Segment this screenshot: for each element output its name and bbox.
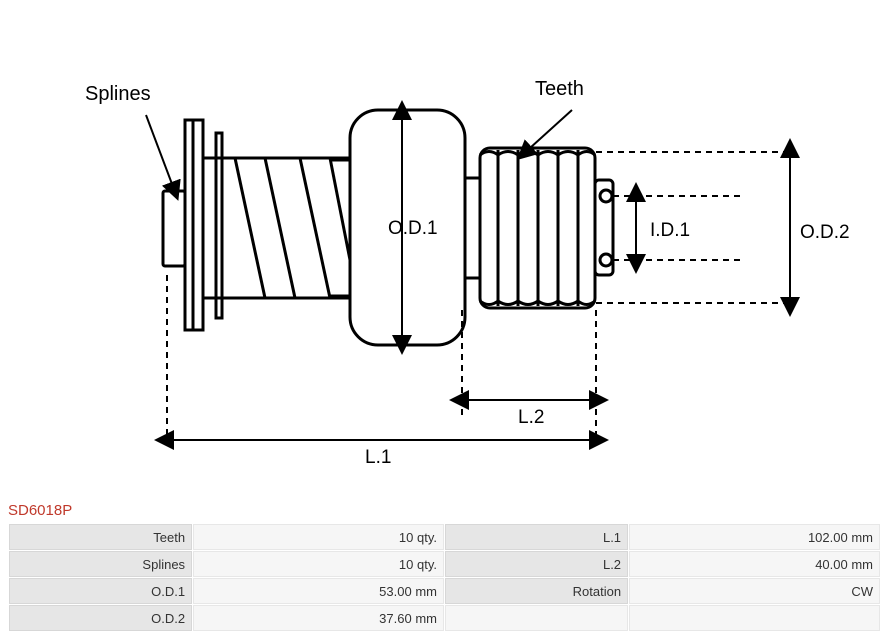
table-row: O.D.2 37.60 mm: [9, 605, 880, 631]
label-od2: O.D.2: [800, 222, 850, 243]
label-teeth: Teeth: [535, 78, 584, 100]
spec-value: 10 qty.: [193, 524, 444, 550]
table-row: O.D.1 53.00 mm Rotation CW: [9, 578, 880, 604]
spec-label: Splines: [9, 551, 192, 577]
part-code: SD6018P: [8, 502, 72, 519]
spec-value: 53.00 mm: [193, 578, 444, 604]
spec-value: 40.00 mm: [629, 551, 880, 577]
label-od1: O.D.1: [388, 218, 438, 239]
spec-label: Rotation: [445, 578, 628, 604]
spec-value: CW: [629, 578, 880, 604]
spec-value: 102.00 mm: [629, 524, 880, 550]
spec-value: 37.60 mm: [193, 605, 444, 631]
spec-value: [629, 605, 880, 631]
label-splines: Splines: [85, 83, 151, 105]
table-row: Teeth 10 qty. L.1 102.00 mm: [9, 524, 880, 550]
spec-label: O.D.2: [9, 605, 192, 631]
specs-table: Teeth 10 qty. L.1 102.00 mm Splines 10 q…: [8, 523, 881, 632]
label-l1: L.1: [365, 447, 391, 468]
spec-label: Teeth: [9, 524, 192, 550]
spec-label: L.1: [445, 524, 628, 550]
spec-value: 10 qty.: [193, 551, 444, 577]
spec-label: [445, 605, 628, 631]
table-row: Splines 10 qty. L.2 40.00 mm: [9, 551, 880, 577]
label-l2: L.2: [518, 407, 544, 428]
label-id1: I.D.1: [650, 220, 690, 241]
technical-diagram: Splines Teeth O.D.1 I.D.1 O.D.2: [0, 0, 889, 500]
spec-label: O.D.1: [9, 578, 192, 604]
spec-label: L.2: [445, 551, 628, 577]
